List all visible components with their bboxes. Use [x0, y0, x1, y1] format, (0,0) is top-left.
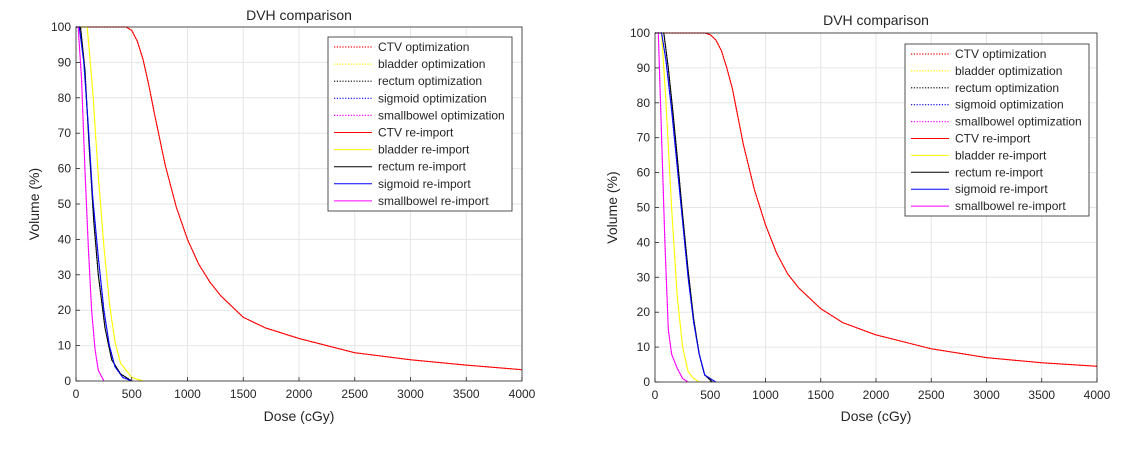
y-tick-label: 90 [637, 61, 651, 75]
y-tick-label: 60 [58, 162, 72, 176]
x-tick-label: 2500 [918, 388, 945, 402]
x-tick-label: 500 [122, 387, 142, 401]
x-tick-label: 1000 [752, 388, 779, 402]
legend-label: smallbowel re-import [378, 194, 489, 208]
legend: CTV optimization bladder optimization rect… [327, 36, 513, 212]
legend-label: rectum optimization [955, 81, 1059, 95]
y-tick-label: 80 [637, 96, 651, 110]
legend-label: rectum optimization [378, 74, 482, 88]
legend-label: smallbowel optimization [955, 115, 1082, 129]
y-axis-label: Volume (%) [26, 168, 42, 240]
y-tick-label: 30 [637, 270, 651, 284]
x-tick-label: 3500 [453, 387, 480, 401]
series-line-7 [655, 32, 700, 383]
y-tick-label: 20 [637, 305, 651, 319]
legend-box [327, 36, 513, 212]
y-tick-label: 90 [58, 55, 72, 69]
y-tick-label: 50 [58, 197, 72, 211]
legend-label: CTV re-import [378, 126, 454, 140]
y-tick-label: 60 [637, 166, 651, 180]
x-tick-label: 1000 [174, 387, 201, 401]
legend-label: sigmoid re-import [955, 182, 1048, 196]
legend-label: sigmoid optimization [378, 91, 487, 105]
y-tick-label: 0 [64, 374, 71, 388]
y-tick-label: 40 [58, 232, 72, 246]
y-tick-label: 80 [58, 91, 72, 105]
series-line-7 [76, 26, 144, 382]
y-tick-label: 70 [58, 126, 72, 140]
legend-label: CTV re-import [955, 132, 1031, 146]
x-tick-label: 4000 [1084, 388, 1111, 402]
y-tick-label: 50 [637, 201, 651, 215]
x-tick-label: 0 [73, 387, 80, 401]
y-tick-label: 30 [58, 268, 72, 282]
series-line-8 [76, 26, 133, 382]
legend-label: bladder re-import [378, 143, 470, 157]
x-axis-label: Dose (cGy) [264, 408, 335, 424]
x-tick-label: 4000 [509, 387, 536, 401]
dvh-chart-2: 0 500 1000 1500 2000 2500 3000 3500 4000 0 10 20 30 4… [604, 12, 1111, 424]
y-axis-label: Volume (%) [604, 171, 620, 243]
series-line-10 [655, 32, 689, 383]
dvh-chart-1: 0 500 1000 1500 2000 2500 3000 3500 4000 0 10 20 30 4… [26, 7, 536, 424]
series-line-6 [655, 32, 1098, 367]
y-tick-label: 40 [637, 235, 651, 249]
chart-title: DVH comparison [823, 12, 929, 28]
x-tick-label: 3000 [973, 388, 1000, 402]
chart-title: DVH comparison [246, 7, 352, 23]
series-line-9 [76, 26, 132, 382]
x-tick-label: 2000 [286, 387, 313, 401]
legend-box [904, 43, 1090, 217]
legend: CTV optimization bladder optimization rect… [904, 43, 1090, 217]
y-tick-label: 100 [51, 20, 71, 34]
legend-label: CTV optimization [955, 47, 1046, 61]
x-axis-label: Dose (cGy) [841, 408, 912, 424]
y-tick-label: 10 [637, 340, 651, 354]
legend-label: bladder re-import [955, 148, 1047, 162]
x-tick-label: 2500 [341, 387, 368, 401]
legend-label: bladder optimization [378, 57, 485, 71]
legend-label: sigmoid re-import [378, 177, 471, 191]
legend-label: CTV optimization [378, 40, 469, 54]
y-tick-label: 10 [58, 339, 72, 353]
y-tick-label: 0 [643, 375, 650, 389]
legend-label: smallbowel optimization [378, 108, 505, 122]
x-tick-label: 1500 [807, 388, 834, 402]
x-tick-label: 3500 [1028, 388, 1055, 402]
x-tick-label: 1500 [230, 387, 257, 401]
y-tick-label: 100 [630, 26, 650, 40]
x-tick-label: 2000 [863, 388, 890, 402]
x-tick-label: 0 [652, 388, 659, 402]
series-line-10 [76, 26, 105, 382]
y-tick-label: 20 [58, 303, 72, 317]
legend-label: rectum re-import [955, 165, 1044, 179]
legend-label: rectum re-import [378, 160, 467, 174]
x-tick-label: 3000 [397, 387, 424, 401]
y-tick-label: 70 [637, 131, 651, 145]
legend-label: smallbowel re-import [955, 199, 1066, 213]
x-tick-label: 500 [700, 388, 720, 402]
legend-label: bladder optimization [955, 64, 1062, 78]
legend-label: sigmoid optimization [955, 98, 1064, 112]
series-line-9 [655, 32, 717, 383]
series-line-6 [76, 26, 523, 371]
